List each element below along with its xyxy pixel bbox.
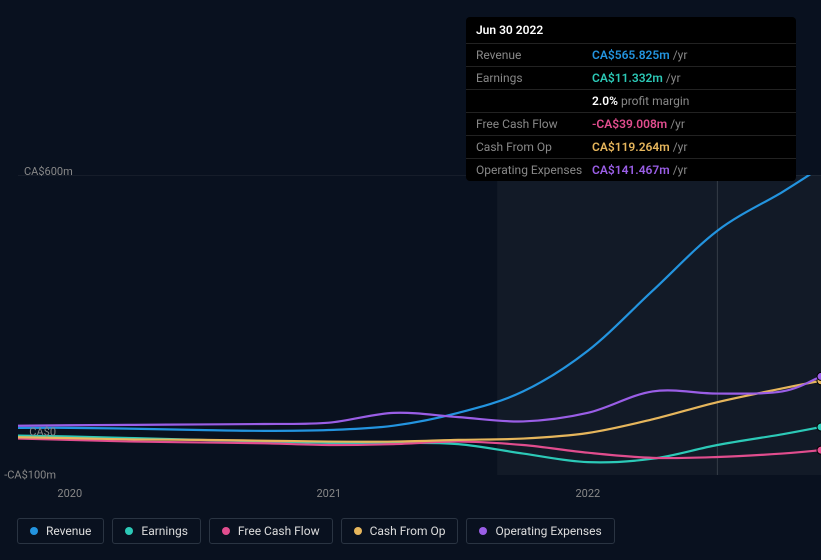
legend-label: Free Cash Flow (238, 524, 320, 538)
chart-legend: Revenue Earnings Free Cash Flow Cash From O… (17, 518, 615, 544)
tooltip-suffix: /yr (666, 71, 681, 85)
tooltip-row: Operating ExpensesCA$141.467m/yr (466, 159, 796, 181)
tooltip-value: -CA$39.008m (592, 117, 667, 131)
tooltip-label: Operating Expenses (476, 163, 592, 177)
legend-label: Cash From Op (370, 524, 446, 538)
tooltip-value: CA$141.467m (592, 163, 670, 177)
tooltip-label: Revenue (476, 48, 592, 62)
y-axis-label: CA$0 (29, 426, 56, 439)
legend-swatch (354, 527, 362, 535)
legend-item[interactable]: Free Cash Flow (209, 518, 333, 544)
legend-label: Operating Expenses (495, 524, 601, 538)
tooltip-row: Free Cash Flow-CA$39.008m/yr (466, 113, 796, 136)
tooltip-value: CA$11.332m (592, 71, 663, 85)
x-axis-label: 2020 (57, 487, 82, 500)
legend-item[interactable]: Revenue (17, 518, 104, 544)
tooltip-label: Cash From Op (476, 140, 592, 154)
y-axis-label: CA$600m (24, 165, 56, 178)
tooltip-label: Earnings (476, 71, 592, 85)
tooltip-row: EarningsCA$11.332m/yr (466, 67, 796, 90)
series-end-marker (817, 446, 821, 454)
tooltip-row: RevenueCA$565.825m/yr (466, 44, 796, 67)
legend-swatch (479, 527, 487, 535)
chart-plot (18, 175, 821, 475)
tooltip-date: Jun 30 2022 (466, 17, 796, 44)
tooltip-row: Cash From OpCA$119.264m/yr (466, 136, 796, 159)
legend-item[interactable]: Operating Expenses (466, 518, 614, 544)
legend-item[interactable]: Cash From Op (341, 518, 459, 544)
tooltip-value: CA$119.264m (592, 140, 670, 154)
legend-label: Earnings (141, 524, 188, 538)
y-axis-label: -CA$100m (4, 469, 56, 482)
tooltip-label: Free Cash Flow (476, 117, 592, 131)
chart-tooltip: Jun 30 2022 RevenueCA$565.825m/yrEarning… (466, 17, 796, 181)
tooltip-suffix: /yr (673, 140, 688, 154)
tooltip-suffix: /yr (670, 117, 685, 131)
legend-swatch (30, 527, 38, 535)
legend-item[interactable]: Earnings (112, 518, 201, 544)
tooltip-suffix: /yr (673, 48, 688, 62)
legend-label: Revenue (46, 524, 91, 538)
series-end-marker (817, 423, 821, 431)
x-axis-label: 2021 (316, 487, 341, 500)
legend-swatch (222, 527, 230, 535)
tooltip-suffix: /yr (673, 163, 688, 177)
tooltip-value: CA$565.825m (592, 48, 670, 62)
legend-swatch (125, 527, 133, 535)
series-end-marker (817, 372, 821, 380)
x-axis-label: 2022 (575, 487, 600, 500)
tooltip-subrow: 2.0%profit margin (466, 90, 796, 113)
financials-chart: -CA$100m CA$0 CA$600m 2020 2021 2022 (0, 155, 821, 510)
